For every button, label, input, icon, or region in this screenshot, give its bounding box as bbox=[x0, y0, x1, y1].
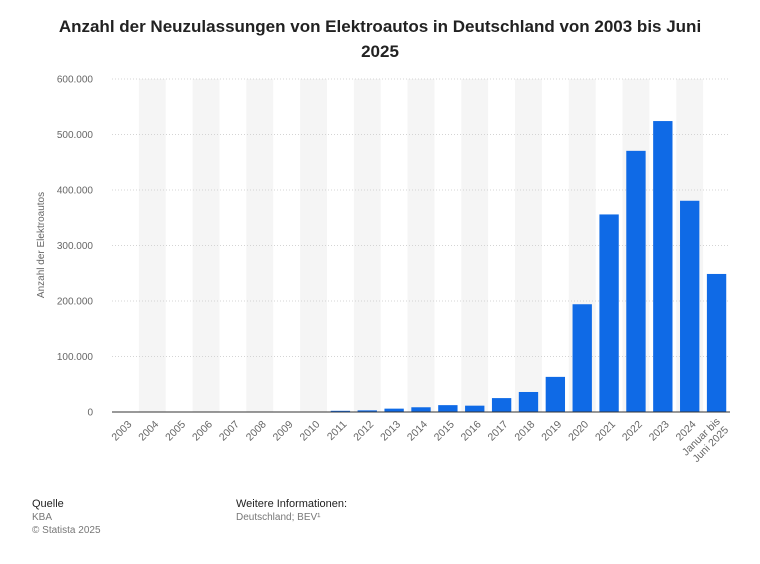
bar bbox=[572, 304, 592, 412]
info-heading: Weitere Informationen: bbox=[236, 498, 348, 510]
y-tick-label: 0 bbox=[87, 408, 93, 419]
x-tick-label: 2021 bbox=[593, 418, 618, 443]
x-tick-label: 2008 bbox=[244, 418, 269, 443]
x-tick-label: 2005 bbox=[163, 418, 188, 443]
column-band bbox=[138, 79, 166, 412]
x-tick-label: 2009 bbox=[271, 418, 296, 443]
y-tick-label: 300.000 bbox=[57, 241, 94, 252]
y-tick-label: 100.000 bbox=[57, 352, 94, 363]
column-band bbox=[461, 79, 489, 412]
x-tick-label: 2016 bbox=[459, 418, 484, 443]
bar bbox=[465, 405, 485, 412]
bars bbox=[303, 121, 727, 412]
bar bbox=[357, 410, 377, 412]
bar bbox=[680, 200, 700, 412]
x-tick-label: 2012 bbox=[351, 418, 376, 443]
x-tick-label: 2004 bbox=[136, 418, 161, 443]
bar bbox=[438, 405, 458, 412]
info-block: Weitere Informationen: Deutschland; BEV¹ bbox=[236, 498, 347, 524]
x-tick-label: 2013 bbox=[378, 418, 403, 443]
copyright-line: © Statista 2025 bbox=[32, 525, 101, 536]
source-heading: Quelle bbox=[32, 498, 64, 510]
x-tick-label: 2007 bbox=[217, 418, 242, 443]
bar bbox=[330, 410, 351, 412]
bar bbox=[653, 121, 673, 412]
bar bbox=[491, 398, 512, 412]
x-tick-label: 2017 bbox=[486, 418, 511, 443]
source-line: KBA bbox=[32, 512, 53, 523]
x-tick-label: 2022 bbox=[620, 418, 645, 443]
y-tick-label: 400.000 bbox=[57, 186, 94, 197]
column-band bbox=[515, 79, 542, 412]
x-tick-label: 2019 bbox=[539, 418, 564, 443]
bar bbox=[518, 391, 539, 412]
x-tick-label: 2006 bbox=[190, 418, 215, 443]
bar bbox=[626, 150, 646, 412]
x-tick-label: 2011 bbox=[325, 418, 350, 443]
y-tick-label: 600.000 bbox=[57, 75, 94, 86]
bar bbox=[384, 408, 404, 412]
x-tick-label: 2018 bbox=[512, 418, 537, 443]
gridlines bbox=[112, 78, 730, 357]
info-text: Deutschland; BEV¹ bbox=[236, 512, 321, 523]
y-axis-label: Anzahl der Elektroautos bbox=[36, 192, 47, 298]
y-tick-label: 500.000 bbox=[57, 130, 94, 141]
y-tick-label: 200.000 bbox=[57, 297, 94, 308]
chart-title: Anzahl der Neuzulassungen von Elektroaut… bbox=[58, 17, 702, 61]
x-tick-label: 2015 bbox=[432, 418, 457, 443]
bar bbox=[599, 214, 619, 412]
y-axis-ticks: 0 100.000 200.000 300.000 400.000 500.000 600.… bbox=[57, 75, 94, 419]
x-axis-labels: 2003 2004 2005 2006 2007 2008 2009 2010 2011 2012… bbox=[109, 416, 731, 465]
bar bbox=[545, 376, 566, 412]
bar bbox=[411, 407, 431, 412]
x-tick-label: 2014 bbox=[405, 418, 430, 443]
source-block: Quelle KBA © Statista 2025 bbox=[32, 498, 101, 537]
x-tick-label: 2023 bbox=[647, 418, 672, 443]
bar bbox=[706, 273, 727, 412]
x-tick-label: 2020 bbox=[566, 418, 591, 443]
x-tick-label: 2003 bbox=[109, 418, 134, 443]
x-tick-label: 2010 bbox=[297, 418, 322, 443]
